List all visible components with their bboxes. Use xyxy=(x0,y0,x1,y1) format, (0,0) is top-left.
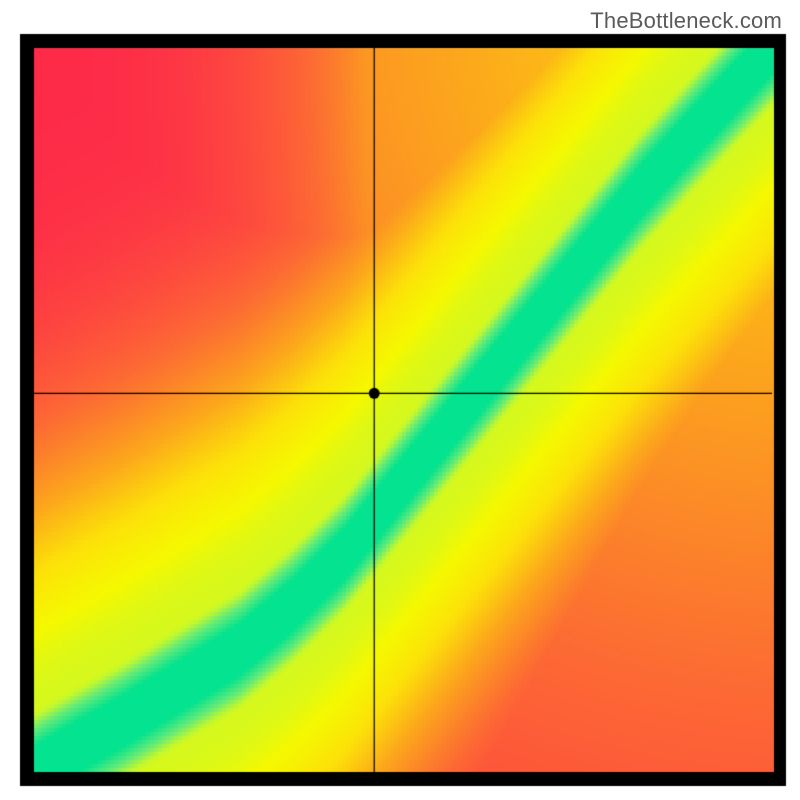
watermark-text: TheBottleneck.com xyxy=(590,8,782,34)
bottleneck-heatmap xyxy=(0,0,800,800)
chart-container: { "watermark": "TheBottleneck.com", "plo… xyxy=(0,0,800,800)
